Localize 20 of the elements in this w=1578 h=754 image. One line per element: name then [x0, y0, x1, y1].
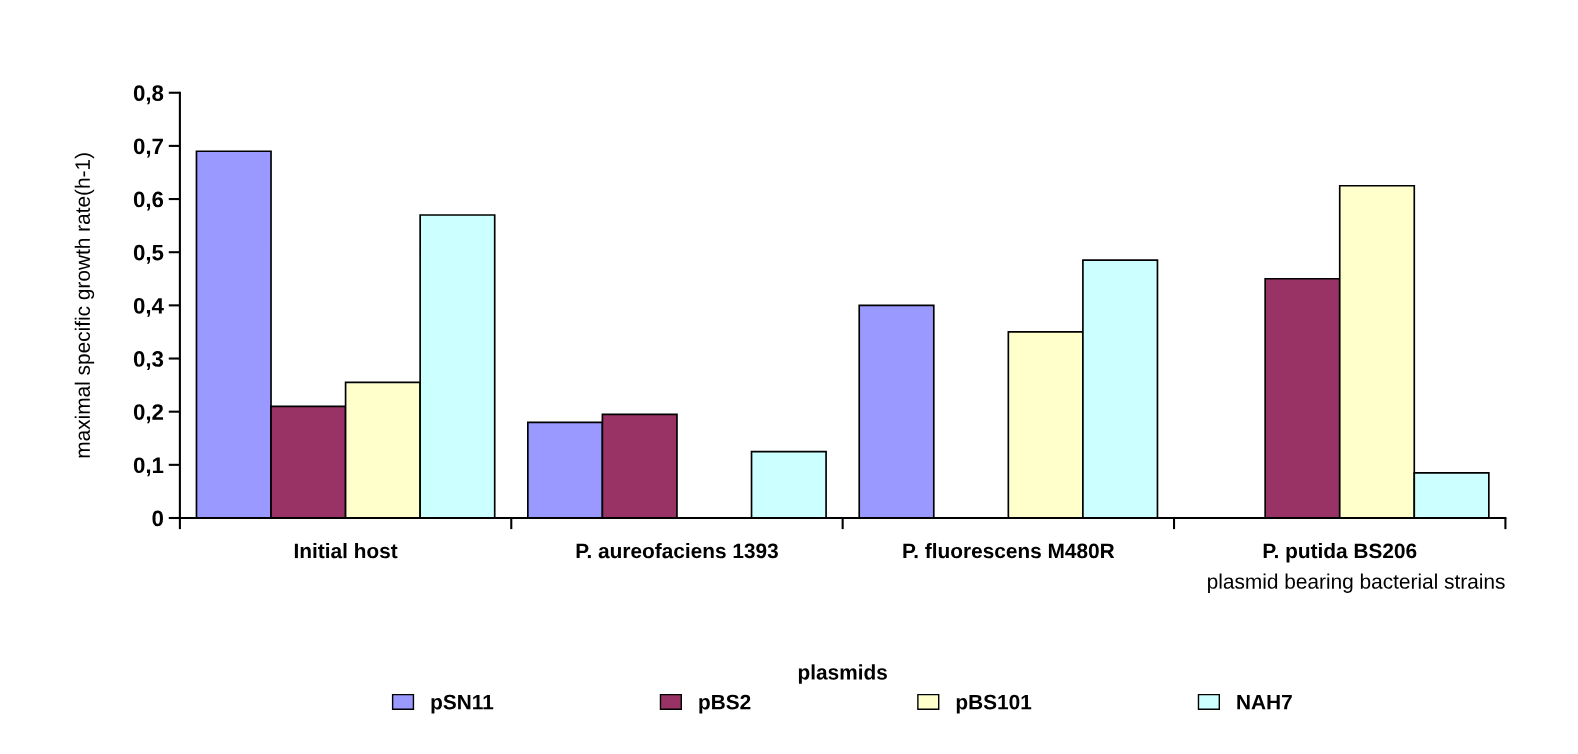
- y-tick-label: 0,7: [133, 138, 163, 158]
- x-tick-label: P. aureofaciens 1393: [576, 543, 778, 559]
- legend-label: pBS2: [699, 694, 751, 714]
- y-tick-label: 0,1: [133, 457, 164, 477]
- legend-label: NAH7: [1237, 694, 1292, 710]
- y-axis-title: maximal specific growth rate(h-1): [74, 153, 95, 458]
- legend-label: pBS101: [956, 694, 1032, 714]
- legend-label: pSN11: [431, 694, 494, 714]
- x-axis-title: plasmid bearing bacterial strains: [1208, 573, 1505, 593]
- legend-title: plasmids: [798, 664, 887, 684]
- y-tick-label: 0,2: [133, 404, 164, 424]
- y-tick-label: 0,4: [133, 297, 164, 317]
- x-tick-label: P. putida BS206: [1263, 543, 1417, 563]
- y-tick-label: 0,6: [133, 191, 164, 211]
- y-tick-label: 0: [152, 510, 164, 527]
- y-tick-label: 0,3: [133, 351, 164, 371]
- y-tick-label: 0,5: [133, 244, 164, 264]
- y-tick-label: 0,8: [133, 85, 164, 105]
- x-tick-label: P. fluorescens M480R: [903, 543, 1115, 559]
- x-tick-label: Initial host: [294, 543, 398, 559]
